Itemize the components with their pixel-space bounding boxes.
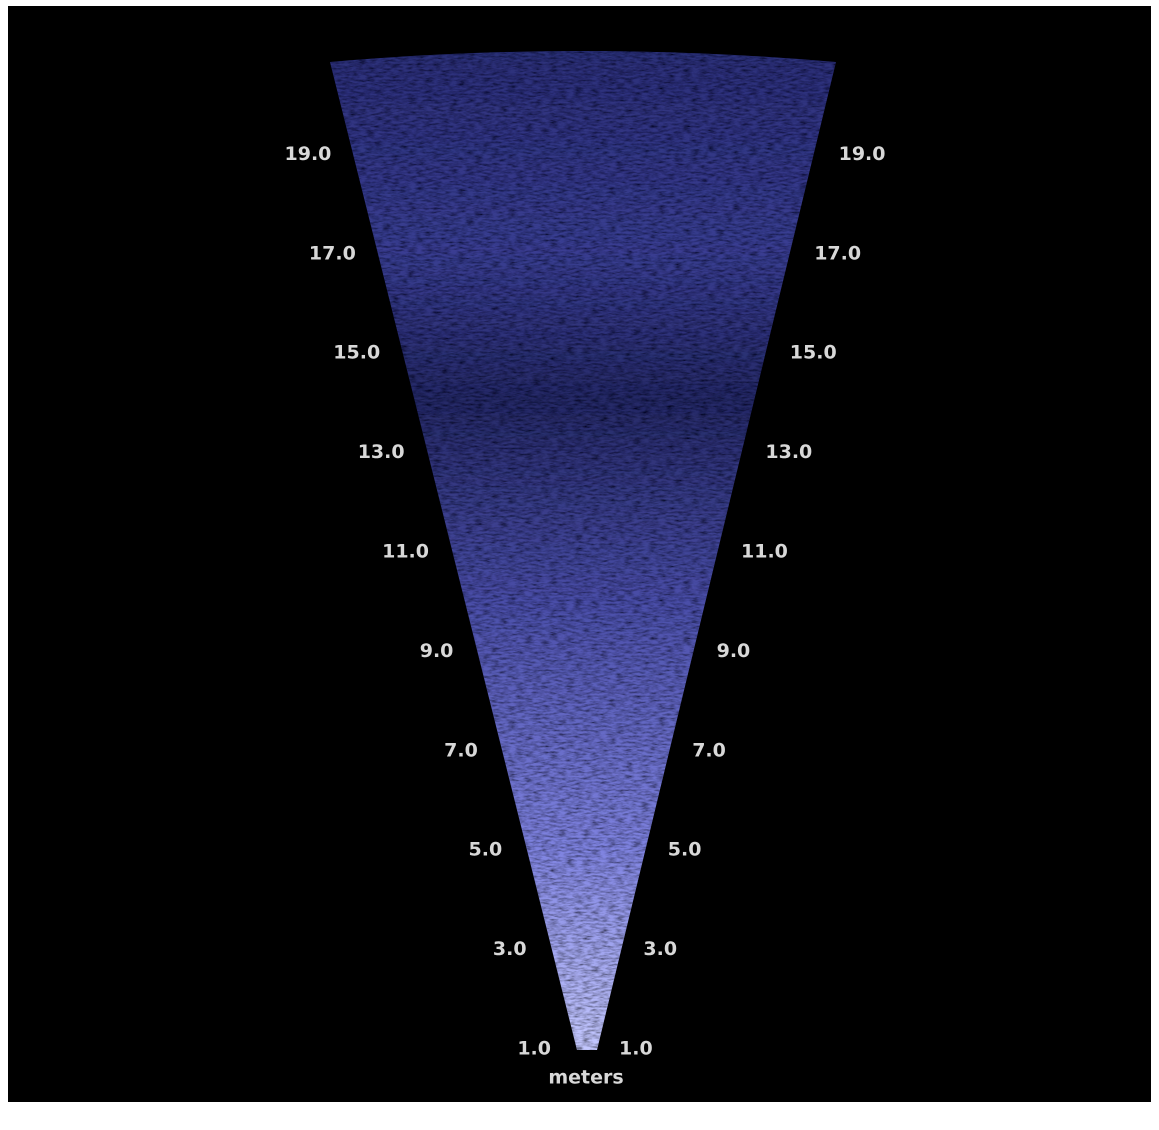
unit-label: meters (548, 1067, 623, 1089)
range-label-left: 1.0 (517, 1038, 551, 1060)
range-label-right: 3.0 (643, 938, 677, 960)
range-label-right: 11.0 (741, 541, 788, 563)
range-label-left: 11.0 (382, 541, 429, 563)
range-label-right: 1.0 (619, 1038, 653, 1060)
range-label-left: 17.0 (309, 242, 356, 264)
range-label-right: 15.0 (790, 342, 837, 364)
range-label-left: 7.0 (444, 739, 478, 761)
range-label-left: 15.0 (333, 342, 380, 364)
range-labels: 1.0 3.0 5.0 7.0 9.0 11.0 13.0 15.0 17.0 19.0 1.0 3.… (285, 143, 886, 1060)
sonar-fan (330, 51, 836, 1050)
range-label-left: 19.0 (285, 143, 332, 165)
range-label-left: 13.0 (358, 441, 405, 463)
range-label-right: 17.0 (814, 242, 861, 264)
range-label-right: 19.0 (839, 143, 886, 165)
range-label-right: 5.0 (668, 839, 702, 861)
range-label-left: 5.0 (469, 839, 503, 861)
range-label-left: 3.0 (493, 938, 527, 960)
range-label-right: 7.0 (692, 739, 726, 761)
range-label-right: 13.0 (765, 441, 812, 463)
range-label-left: 9.0 (420, 640, 454, 662)
range-label-right: 9.0 (717, 640, 751, 662)
